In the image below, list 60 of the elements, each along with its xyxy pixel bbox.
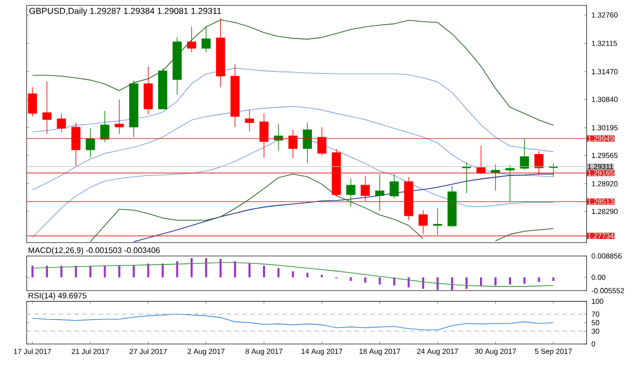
chart-title: MACD(12,26,9) -0.001503 -0.003406: [28, 247, 160, 255]
chart-title: RSI(14) 49.6975: [28, 292, 86, 300]
candlestick: [360, 176, 370, 202]
candlestick: [317, 126, 326, 156]
bar: [538, 277, 540, 282]
candlestick: [433, 208, 442, 236]
bar: [89, 266, 92, 278]
bar: [378, 277, 381, 285]
candlestick: [288, 129, 298, 159]
bar: [31, 266, 34, 278]
bar: [118, 266, 120, 278]
candlestick: [100, 110, 110, 142]
bar: [436, 277, 439, 290]
candlestick: [375, 174, 384, 212]
candlestick: [28, 86, 38, 117]
candlestick: [520, 138, 529, 170]
bar: [205, 258, 208, 278]
bar: [306, 272, 308, 278]
bar: [262, 266, 265, 278]
bar: [350, 277, 352, 281]
line-series: [32, 19, 554, 126]
candlestick: [56, 113, 66, 132]
candlestick: [202, 26, 211, 53]
candlestick: [302, 122, 312, 164]
candlestick: [244, 110, 254, 132]
bar: [147, 264, 150, 278]
bar: [162, 264, 164, 278]
candlestick: [505, 164, 515, 203]
bar: [292, 271, 294, 278]
bar: [552, 277, 554, 281]
candlestick: [390, 174, 399, 199]
bar: [494, 277, 497, 286]
bar: [46, 266, 48, 278]
bar: [60, 266, 62, 278]
bar: [104, 266, 106, 278]
bar: [132, 265, 135, 278]
candlestick: [114, 99, 124, 134]
line-series: [495, 228, 554, 242]
bar: [234, 261, 236, 278]
candlestick: [187, 26, 196, 53]
bar: [277, 268, 280, 278]
bar: [74, 266, 77, 278]
bar: [220, 259, 222, 278]
candlestick: [346, 178, 356, 207]
bar: [248, 264, 251, 278]
bar: [190, 258, 193, 278]
candlestick: [71, 122, 80, 167]
bar: [320, 274, 323, 278]
candlestick: [534, 150, 544, 176]
candlestick: [42, 81, 52, 134]
bar: [176, 261, 178, 278]
bar: [466, 277, 468, 289]
bar: [508, 277, 511, 285]
bar: [364, 277, 366, 283]
bar: [523, 277, 526, 284]
candlestick: [86, 128, 95, 158]
candlestick: [259, 113, 269, 158]
candlestick: [418, 210, 428, 235]
chart-title: GBPUSD,Daily 1.29287 1.29384 1.29081 1.29311: [29, 8, 222, 16]
bar: [422, 277, 424, 289]
